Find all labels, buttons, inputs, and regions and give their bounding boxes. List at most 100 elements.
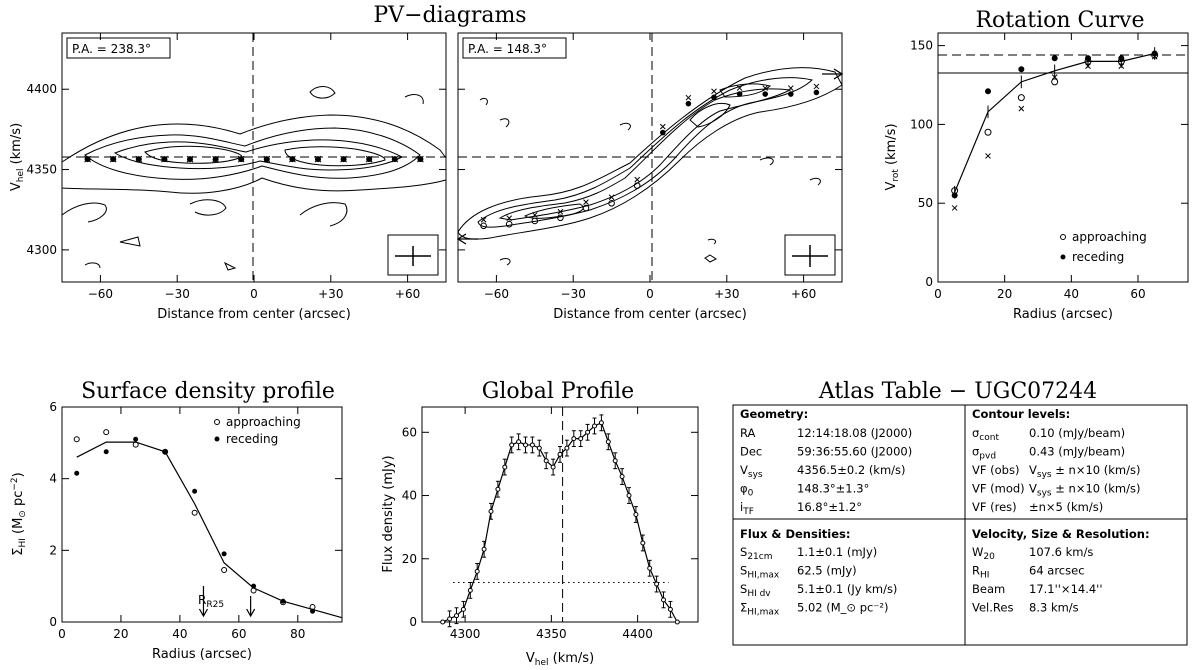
pv-left-model-cross [212,155,219,163]
contours-row-value: Vsys ± n×10 (km/s) [1029,463,1140,480]
velocity-row-value: 64 arcsec [1029,564,1085,578]
rc-xtick-label: 20 [997,287,1012,301]
gp-ylabel: Flux density (mJy) [381,455,396,572]
gp-point [585,429,591,435]
pv-right-model-cross [711,88,717,95]
pv-left-model-cross [417,155,424,163]
pv-right-model-cross [736,85,743,91]
pv-right-receding-point [788,91,794,97]
pv-left-xlabel: Distance from center (arcsec) [157,307,351,322]
geometry-row-value: 59:36:55.60 (J2000) [797,445,912,459]
gp-point [488,508,494,514]
gp-ytick-label: 20 [402,552,417,566]
pv-right-approaching-point [480,222,487,230]
rc-model-cross [1018,105,1025,112]
geometry-row-value: 148.3°±1.3° [797,482,869,496]
rc-model-cross [951,205,958,211]
velocity-row-label: Beam [972,582,1005,596]
pv-left-model-cross [365,155,373,163]
global-profile-heading: Global Profile [482,379,634,404]
pv-right-model-cross [762,85,769,91]
gp-point [536,445,542,451]
rc-receding-point [1085,55,1091,62]
rc-ytick-label: 0 [925,275,933,289]
sd-receding-point [310,608,316,614]
sd-legend-receding: receding [226,432,278,446]
sd-approaching-point [73,436,80,443]
pv-left-model-cross [289,155,296,163]
gp-point [619,474,625,480]
sd-legend-approaching: approaching [226,415,301,429]
gp-point [578,436,584,442]
svg-text:RR25: RR25 [198,593,224,610]
gp-point [523,442,528,448]
pv-left-model-cross [109,155,117,163]
sd-xlabel: Radius (arcsec) [152,647,252,662]
global-profile-plot: 4300 4350 4400 0 20 40 60 [402,406,699,641]
pv-right-receding-point [736,91,743,97]
gp-point [592,423,597,429]
sd-ytick-label: 6 [49,400,57,414]
flux-row-value: 62.5 (mJy) [797,564,857,578]
pv-right-approaching-point [608,199,615,207]
gp-point [543,458,549,464]
sd-approaching-point [132,441,139,448]
gp-xtick-label: 4400 [622,627,653,641]
gp-point [454,613,459,619]
sd-xtick-label: 60 [231,627,246,641]
rc-xtick-label: 0 [934,287,942,301]
geometry-row-label: iTF [740,500,754,517]
receding-side-arrow-icon [822,68,844,80]
gp-point [481,546,487,552]
rc-ytick-label: 50 [918,196,933,210]
gp-point [612,458,618,464]
pv-right-approaching-point [633,182,641,189]
velocity-row-value: 107.6 km/s [1029,545,1093,559]
pv-left-xtick-label: −60 [88,287,113,301]
rc-ytick-label: 100 [910,117,933,131]
pv-right-receding-point [660,129,666,136]
pv-left-xtick-label: 0 [250,287,258,301]
gp-point [605,439,611,445]
contours-heading: Contour levels: [972,407,1070,421]
gp-point [516,439,522,445]
sd-approaching-point [103,429,110,436]
rc-model-cross [1085,63,1091,69]
rc-receding-point [1051,55,1058,62]
sd-ytick-label: 4 [49,472,57,486]
pv-right-model-cross [608,194,615,201]
contours-row-value: 0.10 (mJy/beam) [1029,426,1125,440]
geometry-heading: Geometry: [740,407,808,421]
gp-point [598,420,604,426]
pv-right-receding-point [762,91,768,97]
sd-ytick-label: 2 [49,543,57,557]
pv-left-model-cross [391,155,399,163]
pv-right-approaching-point [505,220,513,228]
pv-diagram-right: P.A. = 148.3° −60 −30 0 +30 +60 [456,32,844,301]
pv-left-model-cross [314,155,322,163]
pv-left-pa-label: P.A. = 238.3° [72,42,151,56]
pv-right-approaching-point [531,217,539,225]
sd-receding-point [162,449,168,455]
contours-row-value: Vsys ± n×10 (km/s) [1029,482,1140,499]
flux-row-value: 5.1±0.1 (Jy km/s) [797,582,897,596]
legend-receding: receding [1072,250,1124,264]
geometry-row-label: φ0 [740,482,754,499]
pv-left-contours [61,86,447,271]
rotation-curve-plot: 0 20 40 60 0 50 100 150 approaching receding [910,32,1189,301]
pv-left-beam-icon [395,246,431,266]
gp-point [564,445,570,451]
pv-right-xlabel: Distance from center (arcsec) [553,307,747,322]
sd-ylabel: ΣHI (M⊙ pc−2) [10,472,28,556]
rc-receding-point [951,192,958,199]
pv-right-model-cross [685,94,692,101]
rc-model-cross [1151,53,1158,60]
velocity-heading: Velocity, Size & Resolution: [972,527,1150,541]
gp-point [529,442,535,448]
rotation-curve-legend: approaching receding [1060,230,1147,264]
gp-xtick-label: 4350 [536,627,567,641]
contours-row-label: VF (res) [972,500,1017,514]
pv-right-approaching-point [557,214,564,222]
sd-profile-line [76,441,343,619]
pv-left-model-cross [135,155,143,163]
